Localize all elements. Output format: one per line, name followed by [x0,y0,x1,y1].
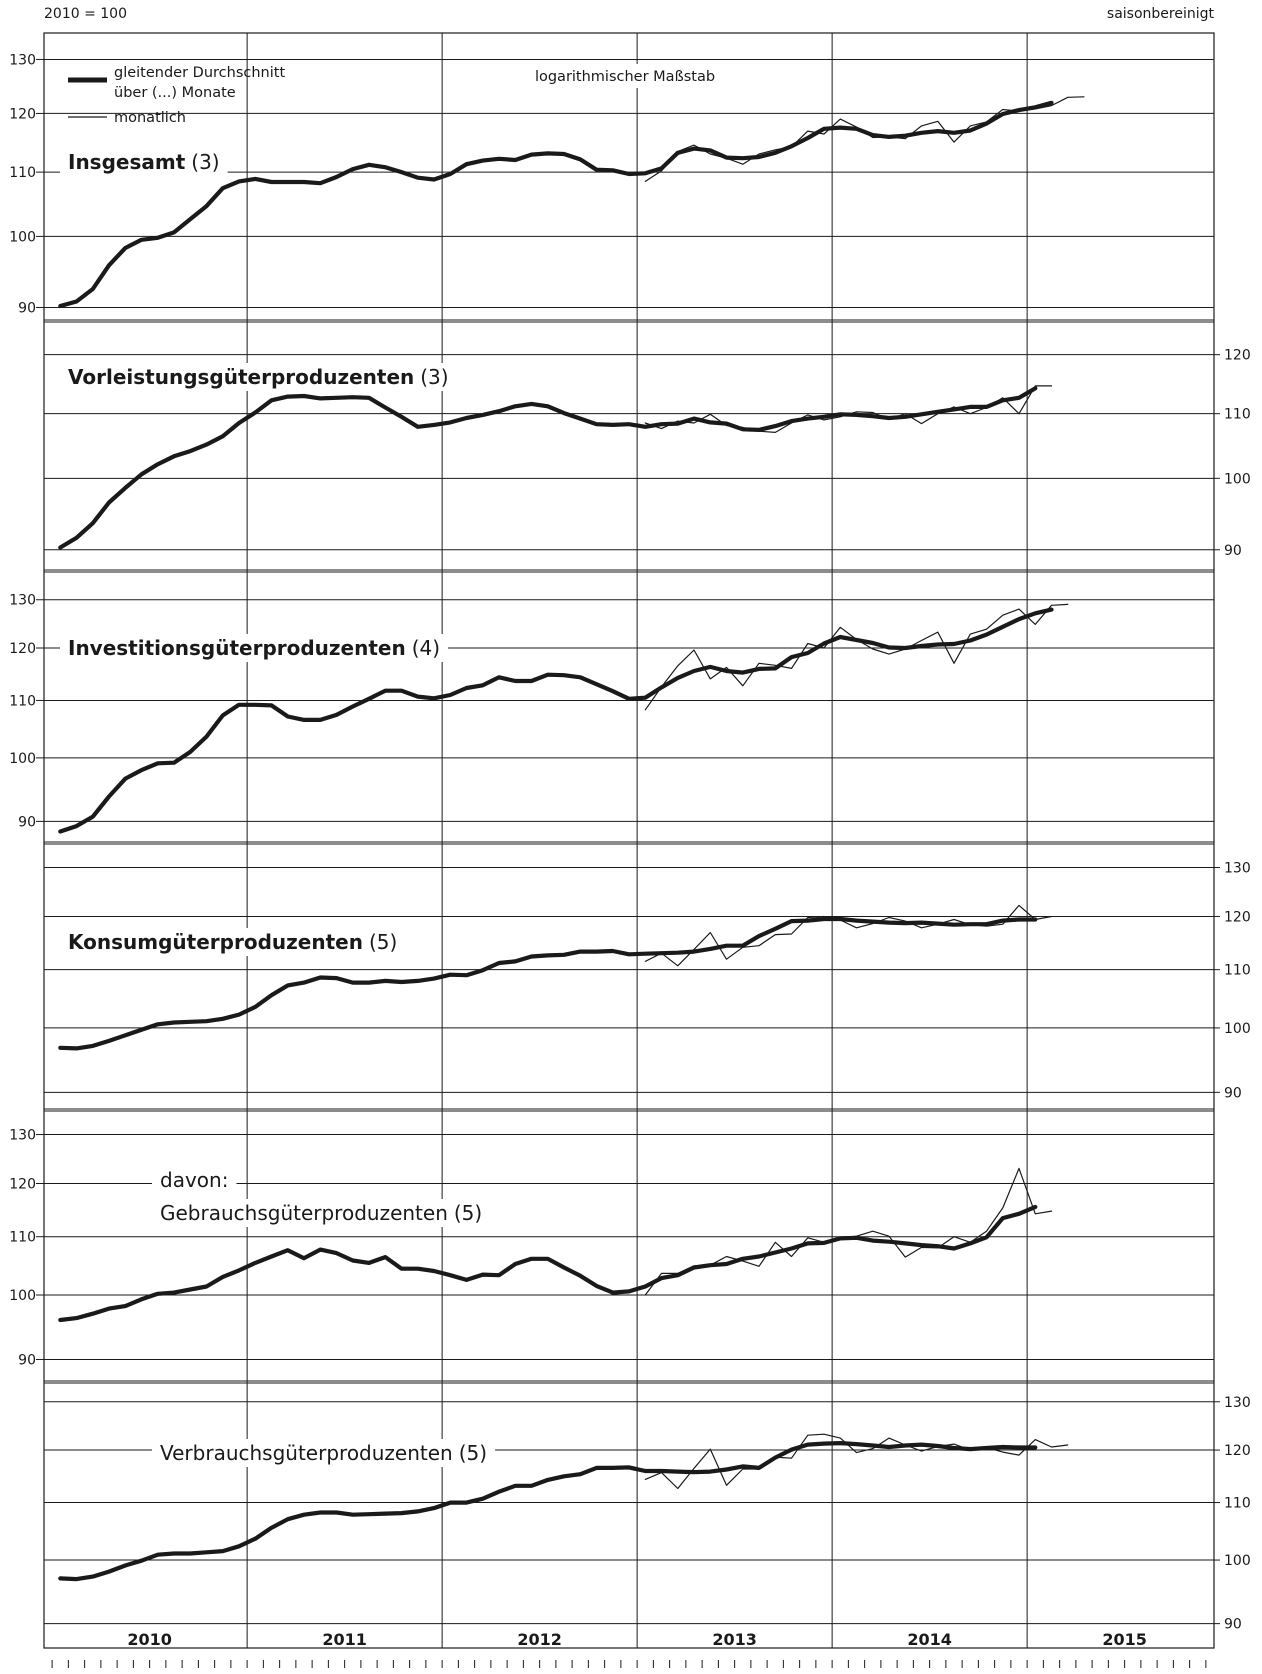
panel-title-background [152,1199,491,1227]
monthly-line [644,96,1085,182]
y-tick-label: 120 [1224,348,1251,364]
x-year-label: 2010 [127,1630,172,1649]
y-tick-label: 130 [9,52,36,68]
y-tick-label: 110 [1224,1496,1251,1512]
panel-title: Investitionsgüterproduzenten (4) [68,636,440,660]
panel-title-name: Verbrauchsgüterproduzenten [160,1441,453,1465]
y-tick-label: 120 [9,641,36,657]
legend-thick-line-label-1: gleitender Durchschnitt [114,65,285,81]
y-tick-label: 100 [1224,1021,1251,1037]
y-tick-label: 100 [9,229,36,245]
y-tick-label: 130 [9,1128,36,1144]
panel-title: Konsumgüterproduzenten (5) [68,930,397,954]
moving-average-line [58,916,1038,1051]
panel-title-name: Gebrauchsgüterproduzenten [160,1201,448,1225]
y-tick-label: 110 [9,693,36,709]
moving-average-line [58,1440,1038,1582]
moving-average-line [58,607,1054,834]
monthly-line [644,904,1053,967]
panel-title-note: (4) [412,636,440,660]
y-tick-label: 100 [9,1288,36,1304]
y-tick-label: 100 [1224,471,1251,487]
y-tick-label: 90 [1224,1085,1242,1101]
seasonal-adjustment-label: saisonbereinigt [1107,6,1215,22]
y-tick-label: 100 [9,751,36,767]
y-tick-label: 120 [9,106,36,122]
panel-2: 90 100 110 120 Vorleistungsgüterproduzenten(… [44,348,1251,559]
panel-title-note: (5) [454,1201,482,1225]
y-tick-label: 90 [1224,543,1242,559]
panel-1: 90 100 110 120 130 Insgesamt (3) [9,52,1214,316]
panel-3: 90 100 110 120 130 Investitionsgüterproduzent… [9,593,1214,834]
moving-average-line [58,386,1038,550]
y-tick-label: 90 [18,814,36,830]
panel-6: 90 100 110 120 130 Verbrauchsgüterproduzenten… [44,1395,1251,1633]
y-tick-label: 110 [1224,407,1251,423]
y-tick-label: 130 [1224,861,1251,877]
x-year-label: 2011 [322,1630,367,1649]
panel-title-name: Investitionsgüterproduzenten [68,636,406,660]
y-tick-label: 100 [1224,1553,1251,1569]
panel-title-background [60,634,449,662]
panel-title: Verbrauchsgüterproduzenten (5) [160,1441,487,1465]
x-year-label: 2014 [907,1630,952,1649]
panel-title-background [60,928,406,956]
panel-prefix: davon: [160,1168,228,1192]
y-tick-label: 110 [1224,963,1251,979]
monthly-line [644,1167,1053,1296]
x-year-label: 2012 [517,1630,562,1649]
plot-border [43,32,1215,1649]
panel-title-name: Insgesamt [68,150,186,174]
panel-title-background [60,148,228,176]
panel-title: Vorleistungsgüterproduzenten (3) [68,365,449,389]
panel-title-note: (3) [420,365,448,389]
y-tick-label: 90 [18,1352,36,1368]
panel-title: Gebrauchsgüterproduzenten (5) [160,1201,482,1225]
scale-note-background [526,64,724,88]
panel-title-note: (5) [369,930,397,954]
x-year-label: 2015 [1102,1630,1147,1649]
panel-title-note: (3) [191,150,219,174]
panel-title-note: (5) [459,1441,487,1465]
monthly-line [644,603,1069,711]
panel-title-background [152,1439,496,1467]
y-tick-label: 110 [9,165,36,181]
moving-average-line [58,1204,1038,1323]
panel-title-name: Konsumgüterproduzenten [68,930,363,954]
x-year-label: 2013 [712,1630,757,1649]
y-tick-label: 120 [9,1176,36,1192]
y-tick-label: 90 [1224,1617,1242,1633]
legend-thick-line-label-2: über (...) Monate [114,85,236,101]
panel-5: 90 100 110 120 130 Gebrauchsgüterproduzenten(… [9,1128,1214,1368]
panel-4: 90 100 110 120 130 Konsumgüterproduzenten (5) [44,861,1251,1101]
y-tick-label: 90 [18,300,36,316]
base-label: 2010 = 100 [44,6,127,22]
monthly-line [644,1433,1069,1490]
y-tick-label: 130 [1224,1395,1251,1411]
monthly-line [644,385,1053,433]
moving-average-line [58,100,1054,309]
panel-prefix-background [152,1166,237,1194]
y-tick-label: 120 [1224,909,1251,925]
panel-title: Insgesamt (3) [68,150,220,174]
y-tick-label: 130 [9,593,36,609]
log-scale-note: logarithmischer Maßstab [535,69,715,85]
legend-thin-line-label: monatlich [114,110,186,126]
y-tick-label: 120 [1224,1443,1251,1459]
chart-frame [43,32,1215,1649]
x-axis: 2010 2011 2012 2013 2014 2015 [51,1630,1207,1668]
y-tick-label: 110 [9,1230,36,1246]
panel-title-background [60,363,457,391]
chart-overlay: gleitender Durchschnitt über (...) Monat… [68,64,724,126]
panel-title-name: Vorleistungsgüterproduzenten [68,365,414,389]
